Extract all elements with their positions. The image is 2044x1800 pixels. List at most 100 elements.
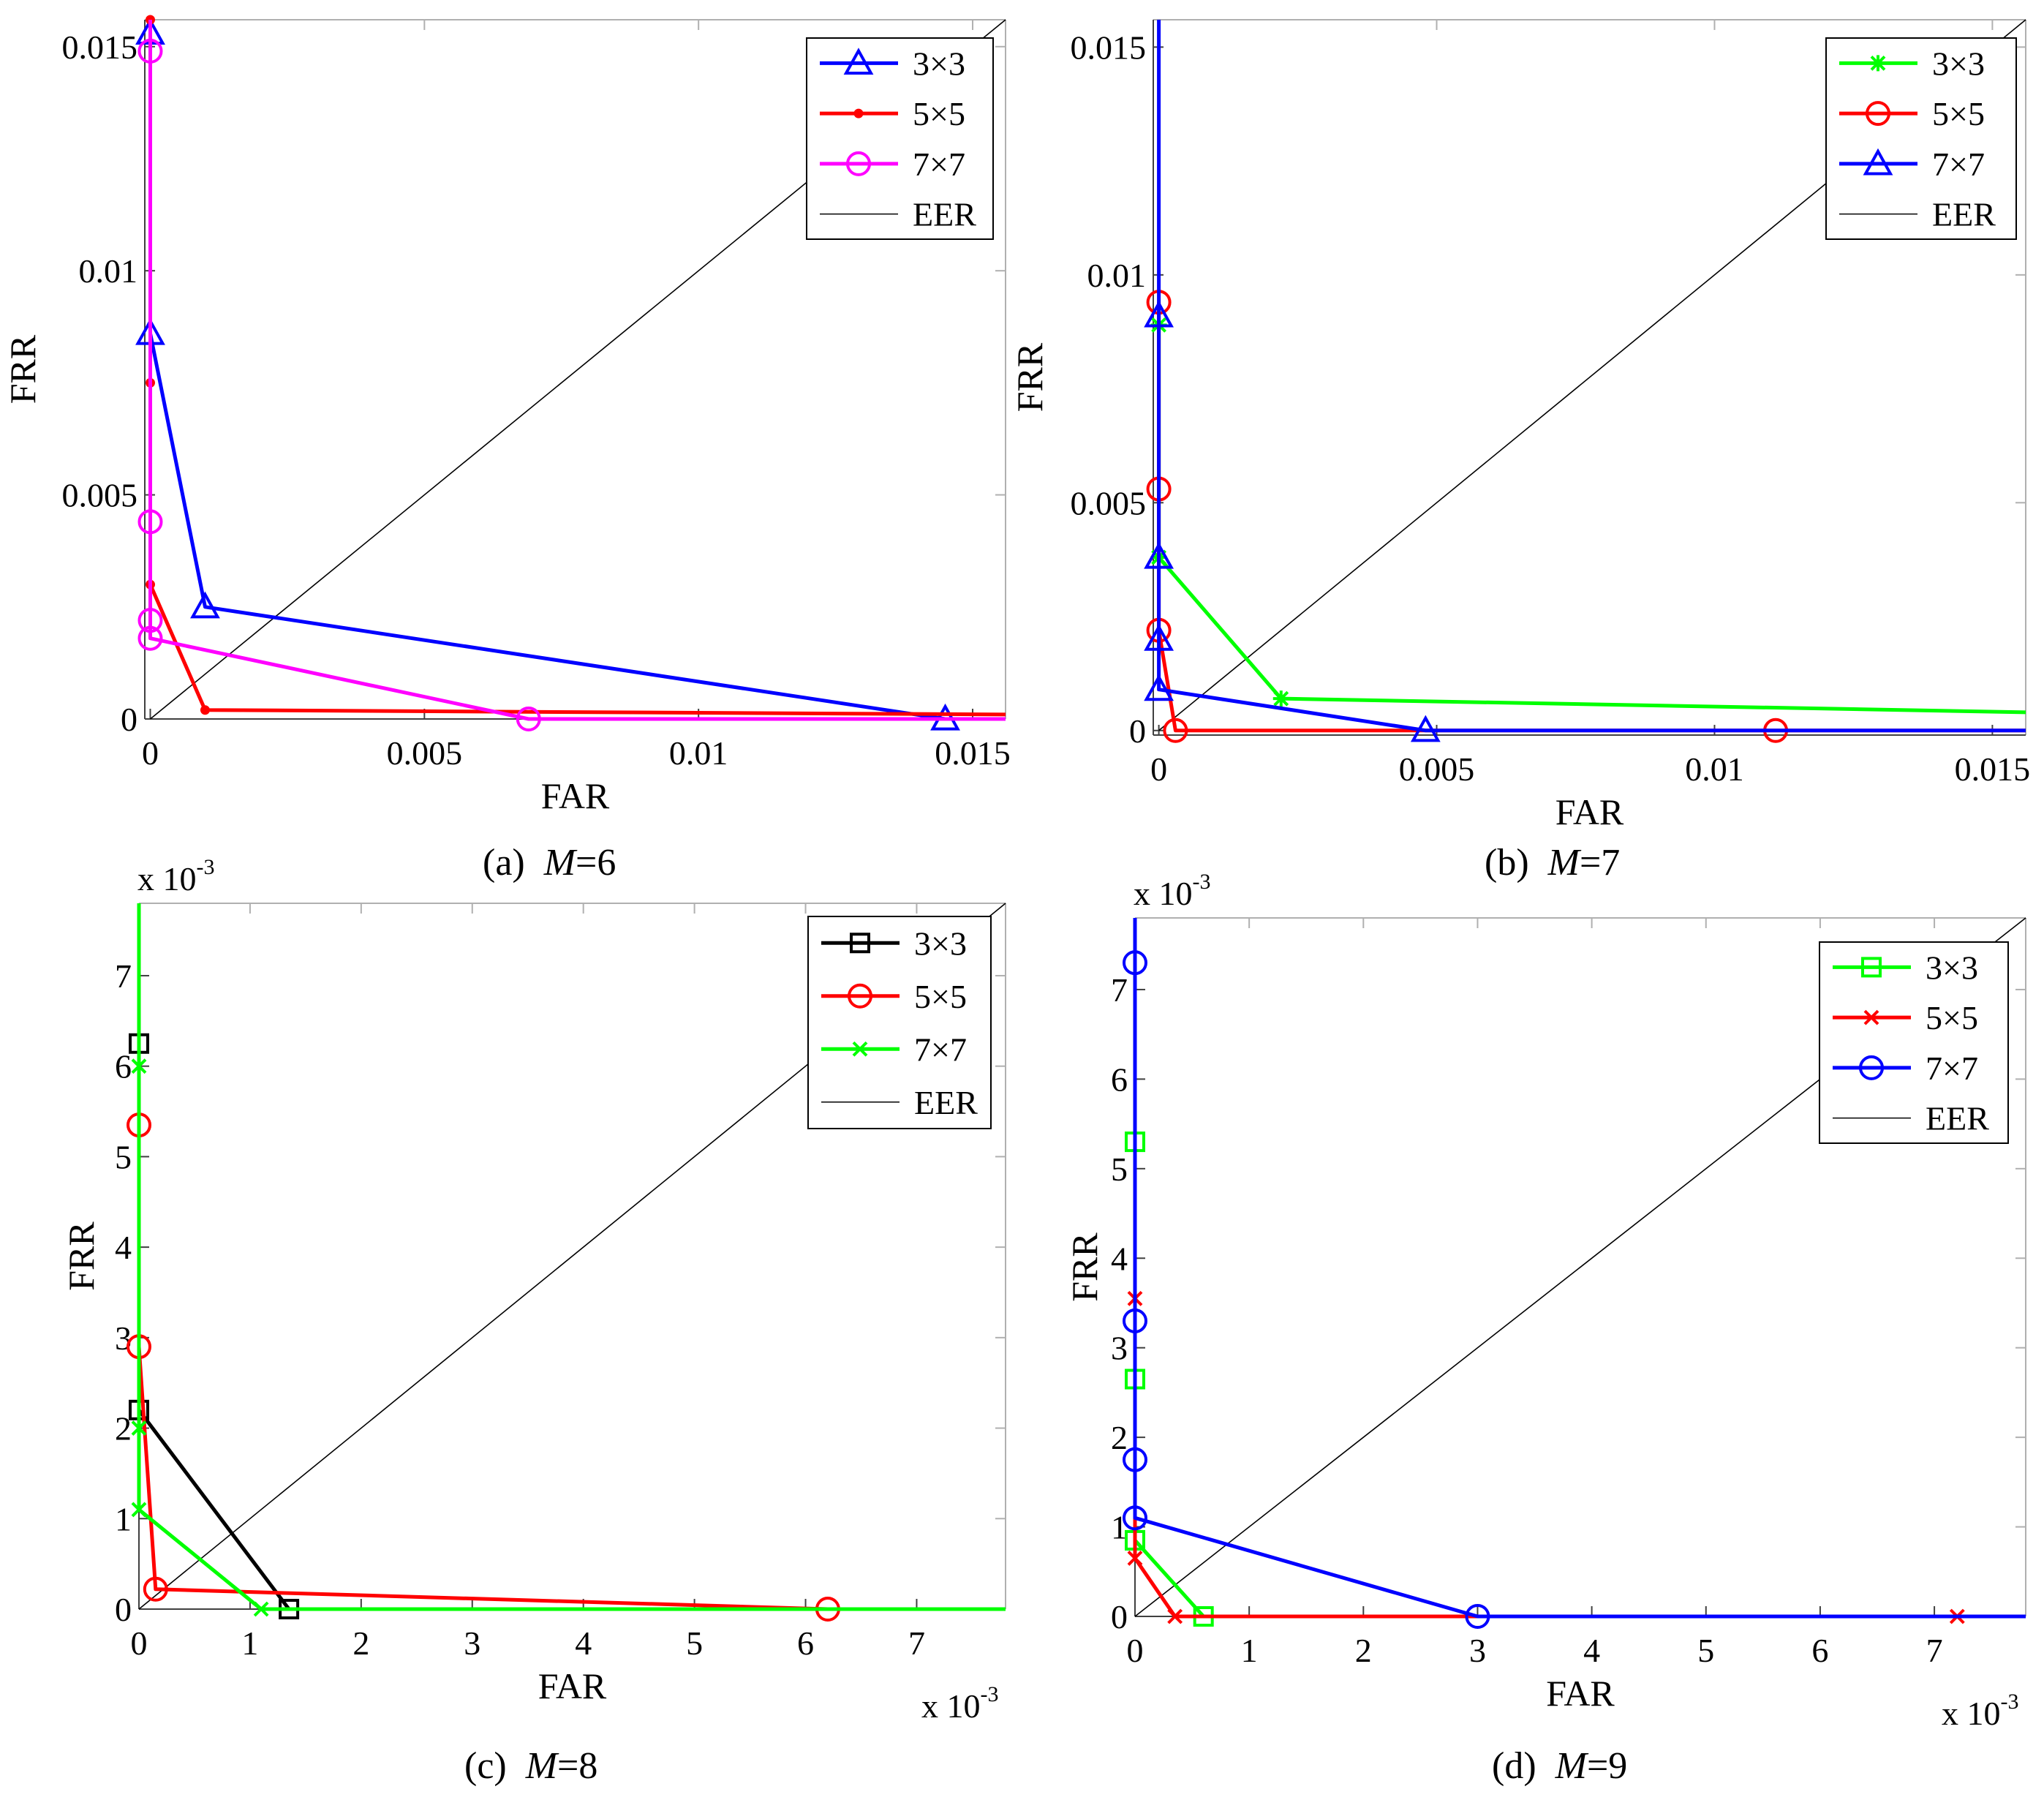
caption-panel-c: (c) M=8 [464,1744,597,1788]
y-tick-label: 5 [1111,1151,1128,1188]
series-line [1133,1142,1205,1618]
caption-panel-a: (a) M=6 [483,841,616,884]
legend-box [806,37,994,240]
series-line [1157,302,2026,733]
data-point [137,509,163,535]
legend-entry: EER [1833,1100,1989,1137]
chart-panel-b: 0 0.005 0.01 0.015 0 0.005 0.01 0.015 FAR FRR 3×3 5… [1009,19,2031,832]
data-point [137,608,163,633]
data-point [1144,674,1174,701]
x-tick-label: 0 [131,1624,148,1662]
legend-label: 7×7 [914,1031,967,1068]
legend: 3×3 5×5 7×7 EER [807,916,992,1129]
x-tick-label: 0 [1127,1632,1144,1669]
y-tick-label: 6 [1111,1061,1128,1098]
legend-box [1825,37,2017,240]
x-axis-label: FAR [538,1665,607,1706]
data-point [1144,300,1174,328]
caption-value: 9 [1608,1745,1628,1787]
y-tick-label: 6 [115,1048,132,1085]
series-line [1157,325,2026,715]
legend-box [807,916,992,1129]
legend-entry: 3×3 [821,925,967,962]
x-tick-label: 3 [464,1624,480,1662]
legend-marker [853,108,864,118]
x-axis-label: FAR [1555,791,1624,832]
data-point [1144,541,1174,569]
data-point [200,705,210,715]
data-point [1410,715,1441,742]
series-7×7 [137,20,1006,731]
legend-entry: EER [1839,196,1996,233]
data-point [131,1420,147,1436]
data-point [1167,1608,1183,1624]
x-axis-label: FAR [541,775,610,816]
y-axis-label: FRR [61,1221,102,1291]
x-tick-label: 2 [1355,1632,1372,1669]
legend: 3×3 5×5 7×7 EER [806,37,994,240]
legend-entry: 5×5 [821,978,967,1015]
legend-marker [852,1041,868,1057]
y-tick-label: 7 [1111,971,1128,1009]
x-tick-label: 0 [1150,750,1167,788]
series-line [1133,1298,2026,1619]
x-tick-label: 2 [352,1624,369,1662]
legend-marker [850,933,870,954]
series-5×5 [127,1112,840,1622]
legend-marker [1861,957,1882,978]
y-tick-label: 0 [1111,1598,1128,1635]
legend-entry: 7×7 [821,1031,967,1068]
series-5×5 [1127,1290,2026,1624]
data-point [1163,718,1188,743]
series-line [148,20,1006,721]
legend-entry: 7×7 [1839,146,1985,183]
y-axis-label: FRR [1009,342,1050,412]
y-axis-label: FRR [1064,1232,1105,1302]
y-tick-label: 7 [115,957,132,995]
legend-label: 3×3 [913,45,965,82]
legend-marker [846,151,871,176]
legend-label: 7×7 [913,146,965,183]
legend-entry: 3×3 [820,45,965,82]
legend-entry: 3×3 [1833,949,1978,986]
series-7×7 [1144,20,2026,742]
y-exponent-label: x 10-3 [1134,870,1211,912]
y-tick-label: 3 [1111,1330,1128,1367]
x-tick-label: 3 [1469,1632,1486,1669]
x-tick-label: 0.015 [1955,750,2031,788]
legend-marker [1870,55,1886,72]
legend-label: 5×5 [1932,95,1985,132]
series-3×3 [129,1033,300,1619]
data-point [1123,1505,1147,1531]
x-tick-label: 6 [1811,1632,1828,1669]
y-tick-label: 0 [121,701,137,738]
series-7×7 [1123,918,2026,1629]
y-exponent-label: x 10-3 [137,855,215,897]
caption-panel-b: (b) M=7 [1485,841,1620,884]
legend-entry: EER [820,196,976,233]
legend-marker [848,983,872,1009]
y-tick-label: 5 [115,1138,132,1175]
legend: 3×3 5×5 7×7 EER [1819,941,2009,1144]
x-tick-label: 5 [686,1624,703,1662]
y-axis-label: FRR [2,334,43,404]
series-7×7 [131,903,1006,1617]
data-point [137,625,163,651]
caption-panel-d: (d) M=9 [1492,1744,1627,1788]
caption-value: 8 [578,1745,598,1787]
data-point [516,707,541,731]
legend-entry: 5×5 [820,95,965,132]
caption-variable: M [525,1745,558,1787]
legend-entry: 7×7 [820,146,965,183]
y-tick-label: 0 [115,1591,132,1628]
data-point [143,1576,168,1602]
x-exponent-label: x 10-3 [1942,1690,2019,1732]
series-line [137,1125,828,1611]
legend-entry: 5×5 [1839,95,1985,132]
legend-label: 3×3 [914,925,967,962]
caption-label: (d) [1492,1745,1536,1787]
legend-label: EER [1926,1100,1989,1137]
y-tick-label: 0.01 [79,252,138,290]
series-line [137,903,1006,1611]
